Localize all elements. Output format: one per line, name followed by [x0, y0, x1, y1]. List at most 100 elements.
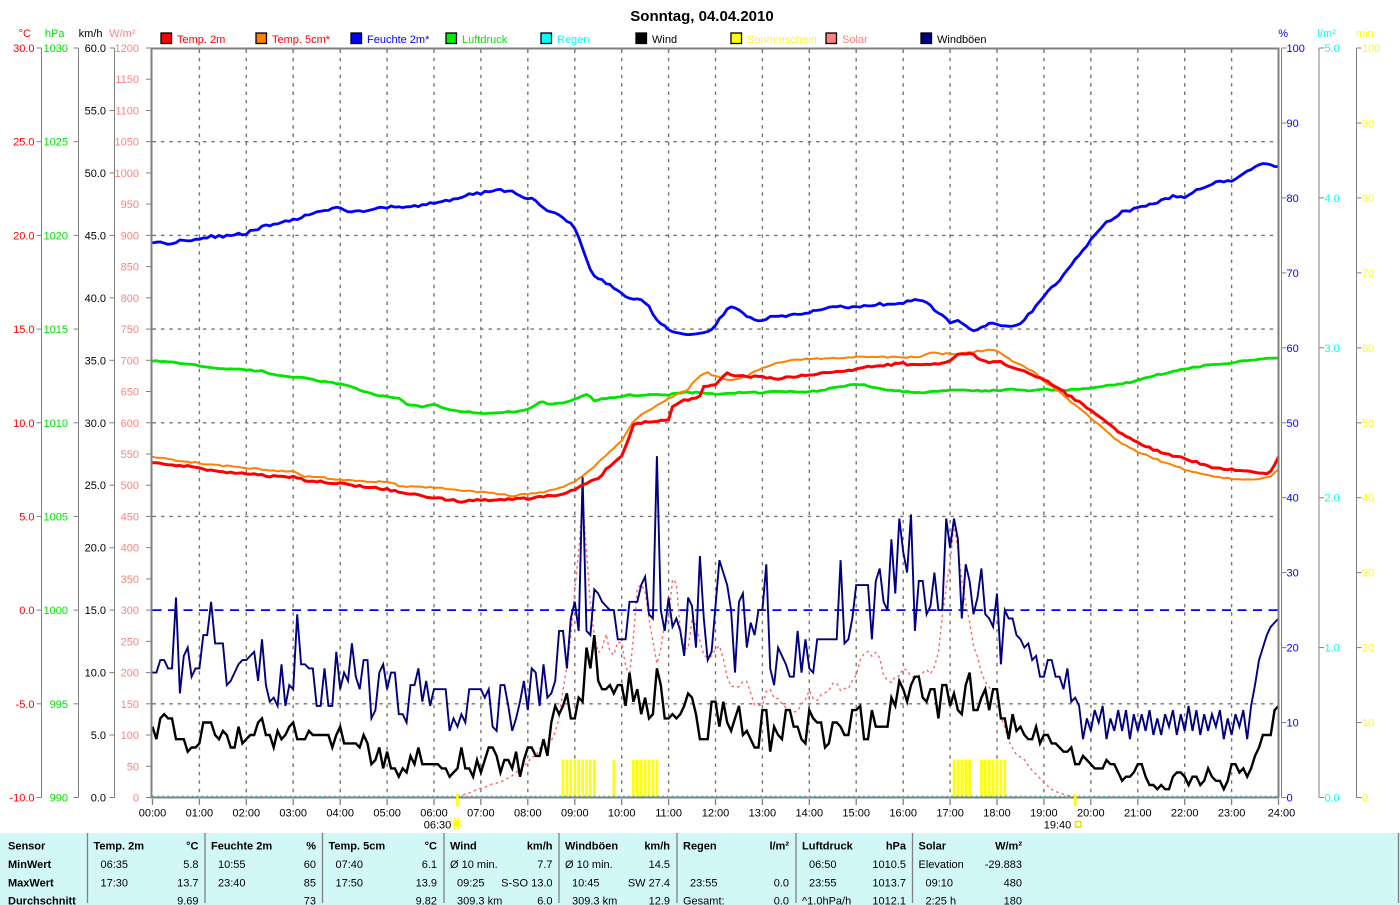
svg-text:5.0: 5.0 [19, 511, 34, 523]
svg-text:17:30: 17:30 [101, 878, 129, 890]
svg-text:23:40: 23:40 [218, 878, 246, 890]
svg-text:Ø 10 min.: Ø 10 min. [450, 859, 498, 871]
svg-text:40.0: 40.0 [85, 293, 106, 305]
svg-text:Elevation: Elevation [919, 859, 964, 871]
svg-text:02:00: 02:00 [233, 808, 261, 820]
svg-text:900: 900 [121, 230, 139, 242]
svg-text:km/h: km/h [79, 28, 103, 40]
svg-text:17:50: 17:50 [336, 878, 364, 890]
svg-text:50.0: 50.0 [85, 168, 106, 180]
svg-text:180: 180 [1004, 896, 1022, 905]
svg-text:km/h: km/h [527, 841, 553, 853]
svg-text:Temp. 2m: Temp. 2m [94, 841, 145, 853]
svg-text:250: 250 [121, 636, 139, 648]
svg-text:1020: 1020 [44, 230, 68, 242]
svg-text:5.8: 5.8 [183, 859, 198, 871]
svg-text:2:25 h: 2:25 h [926, 896, 957, 905]
svg-text:MinWert: MinWert [8, 859, 52, 871]
svg-text:W/m²: W/m² [995, 841, 1022, 853]
svg-text:40: 40 [1287, 493, 1299, 505]
svg-text:950: 950 [121, 199, 139, 211]
svg-text:100: 100 [1362, 43, 1380, 55]
svg-text:50: 50 [1362, 418, 1374, 430]
svg-text:12.9: 12.9 [649, 896, 670, 905]
svg-text:6.0: 6.0 [537, 896, 552, 905]
svg-text:%: % [1278, 28, 1288, 40]
svg-text:-29.883: -29.883 [985, 859, 1022, 871]
svg-text:400: 400 [121, 543, 139, 555]
svg-text:70: 70 [1362, 268, 1374, 280]
svg-text:19:00: 19:00 [1030, 808, 1058, 820]
svg-text:Sensor: Sensor [8, 841, 46, 853]
svg-text:06:00: 06:00 [420, 808, 448, 820]
svg-text:990: 990 [50, 793, 68, 805]
svg-text:0.0: 0.0 [774, 878, 789, 890]
svg-text:Durchschnitt: Durchschnitt [8, 896, 76, 905]
svg-text:350: 350 [121, 574, 139, 586]
svg-text:1100: 1100 [115, 106, 139, 118]
svg-text:Wind: Wind [450, 841, 477, 853]
svg-text:13.7: 13.7 [177, 878, 198, 890]
svg-text:00:00: 00:00 [139, 808, 167, 820]
svg-text:700: 700 [121, 355, 139, 367]
svg-text:Feuchte 2m*: Feuchte 2m* [367, 34, 430, 46]
svg-text:04:00: 04:00 [326, 808, 354, 820]
svg-text:06:30: 06:30 [424, 820, 452, 832]
svg-text:MaxWert: MaxWert [8, 878, 54, 890]
svg-text:1005: 1005 [44, 511, 68, 523]
svg-text:1.0: 1.0 [1325, 643, 1340, 655]
svg-text:4.0: 4.0 [1325, 193, 1340, 205]
svg-text:0.0: 0.0 [774, 896, 789, 905]
svg-text:10.0: 10.0 [13, 418, 34, 430]
svg-text:60.0: 60.0 [85, 43, 106, 55]
svg-text:30.0: 30.0 [13, 43, 34, 55]
svg-text:15.0: 15.0 [85, 605, 106, 617]
svg-text:10: 10 [1287, 718, 1299, 730]
svg-text:9.69: 9.69 [177, 896, 198, 905]
svg-text:500: 500 [121, 480, 139, 492]
svg-text:14:00: 14:00 [796, 808, 824, 820]
svg-text:0: 0 [1362, 793, 1368, 805]
svg-text:0.0: 0.0 [91, 793, 106, 805]
svg-text:-5.0: -5.0 [16, 699, 35, 711]
svg-text:°C: °C [19, 28, 31, 40]
svg-text:10:55: 10:55 [218, 859, 246, 871]
svg-text:60: 60 [304, 859, 316, 871]
svg-text:10: 10 [1362, 718, 1374, 730]
svg-text:1013.7: 1013.7 [872, 878, 906, 890]
svg-text:09:10: 09:10 [926, 878, 954, 890]
svg-text:21:00: 21:00 [1124, 808, 1152, 820]
svg-text:85: 85 [304, 878, 316, 890]
svg-text:W/m²: W/m² [109, 28, 136, 40]
svg-text:1000: 1000 [115, 168, 139, 180]
svg-text:800: 800 [121, 293, 139, 305]
svg-text:l/m²: l/m² [1318, 28, 1337, 40]
svg-text:10.0: 10.0 [85, 668, 106, 680]
svg-text:100: 100 [121, 730, 139, 742]
svg-text:20.0: 20.0 [13, 230, 34, 242]
svg-text:18:00: 18:00 [983, 808, 1011, 820]
svg-text:01:00: 01:00 [186, 808, 214, 820]
svg-text:06:50: 06:50 [809, 859, 837, 871]
svg-text:1150: 1150 [115, 74, 139, 86]
svg-text:650: 650 [121, 387, 139, 399]
svg-text:10:45: 10:45 [572, 878, 600, 890]
svg-text:309.3 km: 309.3 km [457, 896, 502, 905]
svg-text:1012.1: 1012.1 [872, 896, 906, 905]
svg-text:90: 90 [1287, 118, 1299, 130]
svg-text:22:00: 22:00 [1171, 808, 1199, 820]
svg-text:2.0: 2.0 [1325, 493, 1340, 505]
svg-text:l/m²: l/m² [769, 841, 789, 853]
svg-text:30: 30 [1362, 568, 1374, 580]
svg-text:hPa: hPa [45, 28, 65, 40]
svg-text:10:00: 10:00 [608, 808, 636, 820]
svg-text:Windböen: Windböen [937, 34, 987, 46]
svg-text:450: 450 [121, 511, 139, 523]
svg-text:55.0: 55.0 [85, 106, 106, 118]
svg-text:Luftdruck: Luftdruck [462, 34, 508, 46]
svg-text:SW 27.4: SW 27.4 [628, 878, 670, 890]
svg-text:3.0: 3.0 [1325, 343, 1340, 355]
svg-text:550: 550 [121, 449, 139, 461]
svg-text:150: 150 [121, 699, 139, 711]
svg-text:40: 40 [1362, 493, 1374, 505]
